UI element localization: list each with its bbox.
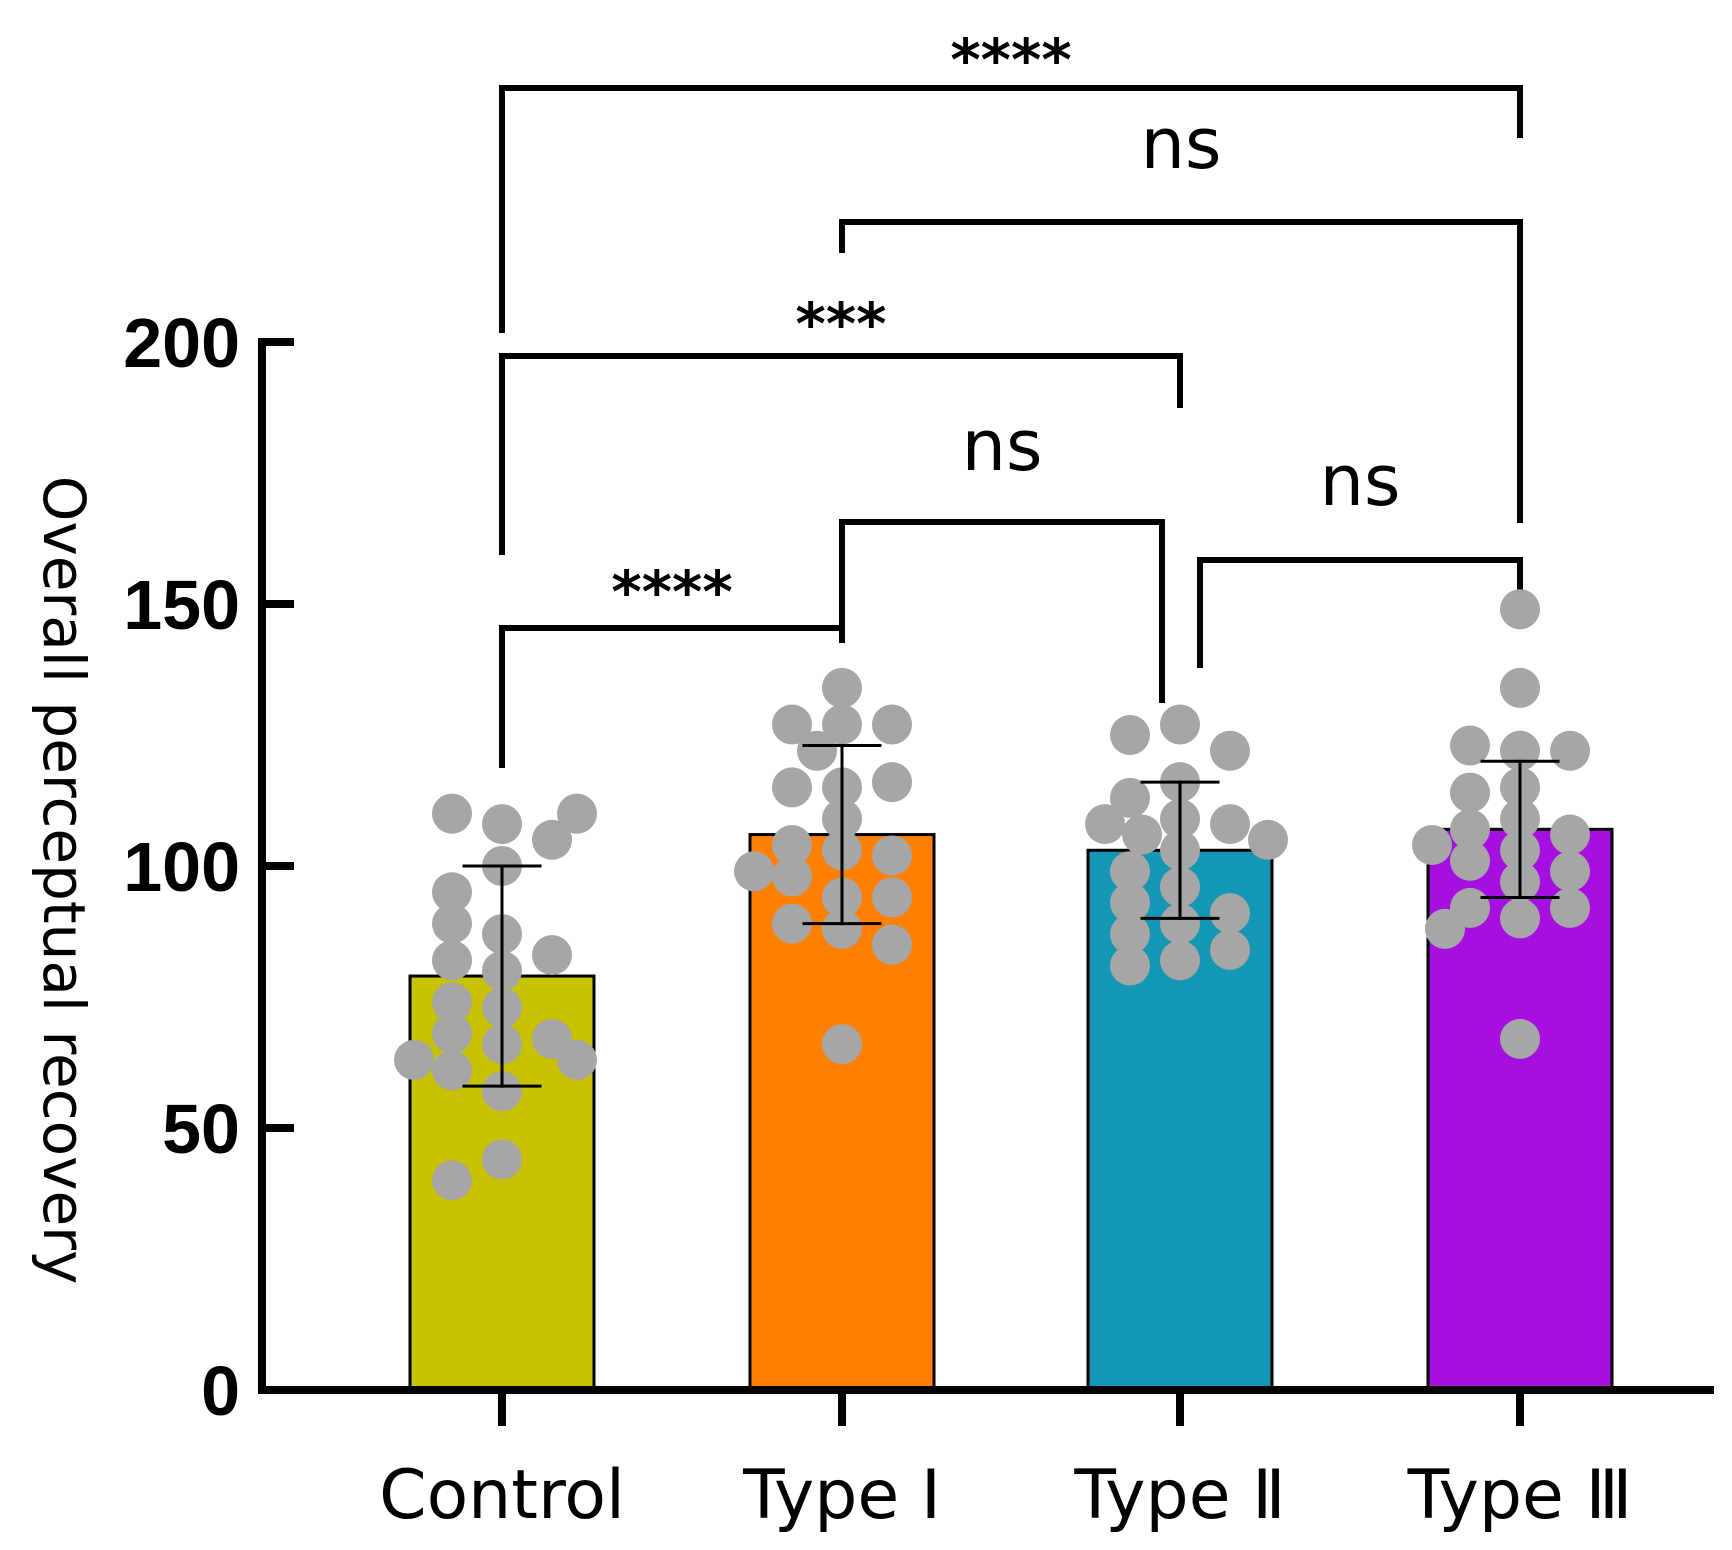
axis-labels: 0 50 100 150 200 Control Type Ⅰ Type Ⅱ Type Ⅲ Ove…	[30, 304, 1632, 1535]
data-point	[1110, 914, 1150, 955]
significance-bracket	[499, 85, 1523, 333]
data-point	[872, 924, 912, 965]
data-point	[482, 1139, 522, 1180]
data-point	[797, 730, 837, 771]
data-point	[822, 908, 862, 949]
significance-label: ns	[1320, 440, 1401, 522]
data-point	[1110, 777, 1150, 818]
data-point	[872, 762, 912, 803]
data-point	[557, 793, 597, 834]
data-point	[734, 851, 774, 892]
data-point	[1500, 1018, 1540, 1059]
data-point	[1210, 893, 1250, 934]
data-point	[1550, 814, 1590, 855]
data-point	[432, 1013, 472, 1054]
error-bars	[462, 743, 1560, 1088]
y-tick-label: 0	[201, 1352, 240, 1430]
data-point	[432, 872, 472, 913]
data-point	[432, 903, 472, 944]
data-point	[822, 704, 862, 745]
y-tick-label: 200	[123, 304, 240, 382]
axes	[258, 338, 1714, 1426]
significance-label: ****	[611, 558, 732, 626]
data-point	[1110, 715, 1150, 755]
data-point	[1450, 772, 1490, 813]
data-point	[1425, 908, 1465, 949]
bars	[408, 827, 1614, 1392]
data-point	[822, 1024, 862, 1065]
significance-bracket	[1197, 557, 1523, 668]
data-point	[1412, 825, 1452, 866]
data-point	[1450, 809, 1490, 850]
data-point	[1122, 814, 1162, 855]
data-point	[532, 819, 572, 860]
data-point	[872, 835, 912, 876]
x-tick-label: Control	[379, 1456, 625, 1535]
data-point	[772, 903, 812, 944]
data-point	[872, 877, 912, 918]
significance-label: ***	[796, 290, 887, 358]
data-point	[1110, 882, 1150, 923]
data-point	[1500, 589, 1540, 630]
data-point	[772, 704, 812, 745]
data-point	[1500, 898, 1540, 939]
x-tick-label: Type Ⅲ	[1407, 1456, 1633, 1535]
data-point	[1110, 945, 1150, 986]
data-point	[1085, 804, 1125, 845]
y-axis-label: Overall perceptual recovery	[30, 476, 98, 1285]
x-tick-label: Type Ⅰ	[742, 1456, 941, 1535]
data-point	[772, 825, 812, 866]
data-point	[432, 982, 472, 1023]
data-point	[432, 940, 472, 981]
data-point	[872, 704, 912, 745]
data-point	[822, 667, 862, 708]
data-point	[482, 804, 522, 845]
data-point	[1210, 804, 1250, 845]
y-tick-label: 50	[162, 1090, 240, 1168]
x-tick-label: Type Ⅱ	[1073, 1456, 1285, 1535]
data-point	[1450, 840, 1490, 881]
data-point	[1210, 730, 1250, 771]
data-point	[772, 856, 812, 897]
data-point	[1550, 887, 1590, 928]
data-point	[394, 1039, 434, 1080]
significance-bracket	[839, 519, 1165, 703]
significance-bracket	[499, 353, 1183, 555]
significance-brackets: **** ns ns *** ns ****	[499, 26, 1523, 768]
y-tick-label: 100	[123, 828, 240, 906]
data-point	[557, 1039, 597, 1080]
data-point	[1550, 730, 1590, 771]
y-tick-label: 150	[123, 566, 240, 644]
significance-label: ns	[962, 405, 1043, 487]
data-point	[1160, 940, 1200, 981]
data-point	[1500, 667, 1540, 708]
significance-label: ns	[1141, 103, 1222, 185]
data-point	[432, 1050, 472, 1091]
significance-label: ****	[950, 26, 1071, 94]
data-point	[532, 935, 572, 976]
data-point	[482, 1071, 522, 1112]
data-point	[772, 767, 812, 808]
data-point	[1210, 929, 1250, 970]
data-point	[1160, 704, 1200, 745]
data-point	[432, 1160, 472, 1201]
data-point	[432, 793, 472, 834]
data-point	[1248, 819, 1288, 860]
data-point	[1450, 725, 1490, 766]
significance-bracket	[839, 219, 1523, 523]
data-point	[1160, 903, 1200, 944]
data-point	[1550, 851, 1590, 892]
data-point	[1110, 851, 1150, 892]
